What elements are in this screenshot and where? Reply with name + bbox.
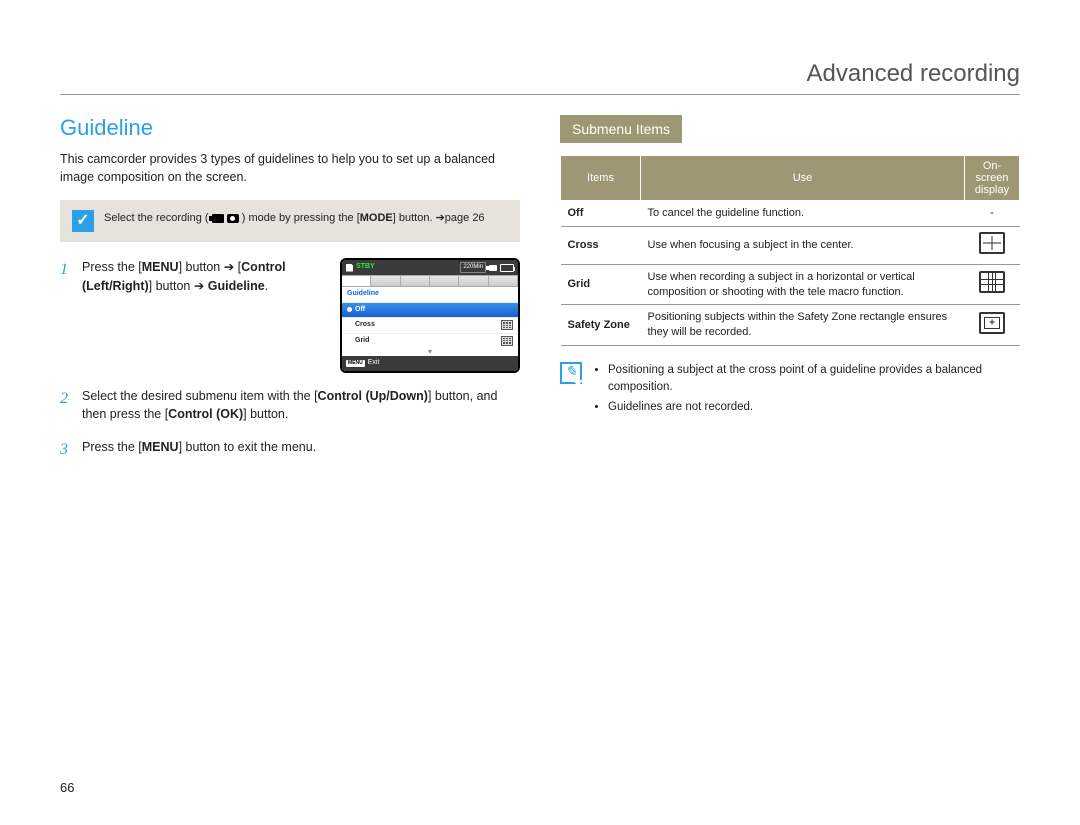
lcd-menu-title: Guideline	[342, 287, 518, 302]
table-row: Cross Use when focusing a subject in the…	[561, 226, 1020, 264]
lcd-exit-label: Exit	[368, 358, 380, 369]
step-1-number: 1	[60, 258, 74, 373]
table-row: Off To cancel the guideline function. -	[561, 201, 1020, 227]
photo-mode-icon	[227, 214, 239, 223]
cell-use-safe: Positioning subjects within the Safety Z…	[641, 305, 965, 346]
lcd-screenshot: STBY 220Min Guideline Off	[340, 258, 520, 373]
th-d2: display	[975, 184, 1009, 196]
tip-1: Positioning a subject at the cross point…	[608, 362, 1020, 395]
th-d1: On-screen	[975, 160, 1008, 184]
steps-list: 1 Press the [MENU] button ➔ [Control (Le…	[60, 258, 520, 462]
cell-item-cross: Cross	[561, 226, 641, 264]
grid-icon	[501, 336, 513, 346]
lcd-time-remaining: 220Min	[460, 262, 486, 273]
s2ok: Control (OK)	[168, 407, 243, 421]
th-display: On-screendisplay	[965, 156, 1020, 201]
lcd-stby: STBY	[356, 262, 375, 273]
s1g: Guideline	[208, 279, 265, 293]
table-row: Safety Zone Positioning subjects within …	[561, 305, 1020, 346]
section-title-guideline: Guideline	[60, 115, 520, 141]
cell-icon-cross	[965, 226, 1020, 264]
cross-icon	[501, 320, 513, 330]
mode-note-box: ✓ Select the recording ( ) mode by press…	[60, 200, 520, 242]
note-mode: MODE	[360, 212, 393, 224]
s1c: ] button ➔	[149, 279, 208, 293]
s1d: .	[265, 279, 268, 293]
submenu-table: Items Use On-screendisplay Off To cancel…	[560, 155, 1020, 346]
lcd-option-off: Off	[342, 302, 518, 318]
lcd-tab-strip	[342, 275, 518, 287]
lcd-off-label: Off	[355, 305, 365, 316]
note-pencil-icon: ✎	[560, 362, 582, 384]
step-2: 2 Select the desired submenu item with t…	[60, 387, 520, 425]
s2ud: Control (Up/Down)	[318, 389, 428, 403]
intro-text: This camcorder provides 3 types of guide…	[60, 151, 520, 186]
s3menu: MENU	[142, 440, 179, 454]
s2c: ] button.	[243, 407, 288, 421]
cell-item-safe: Safety Zone	[561, 305, 641, 346]
lcd-grid-label: Grid	[355, 336, 369, 347]
radio-dot-icon	[347, 307, 352, 312]
page-number: 66	[60, 780, 74, 795]
s2a: Select the desired submenu item with the…	[82, 389, 318, 403]
s1menu: MENU	[142, 260, 179, 274]
th-use: Use	[641, 156, 965, 201]
sd-card-icon	[346, 264, 353, 272]
tip-list: Positioning a subject at the cross point…	[592, 362, 1020, 420]
cell-item-grid: Grid	[561, 264, 641, 305]
submenu-items-tag: Submenu Items	[560, 115, 682, 143]
cell-icon-grid	[965, 264, 1020, 305]
s1a: Press the [	[82, 260, 142, 274]
lcd-option-grid: Grid	[342, 333, 518, 349]
tip-block: ✎ Positioning a subject at the cross poi…	[560, 362, 1020, 420]
note-mid: ) mode by pressing the [	[242, 212, 360, 224]
step-3: 3 Press the [MENU] button to exit the me…	[60, 438, 520, 462]
battery-icon	[500, 264, 514, 272]
cell-use-grid: Use when recording a subject in a horizo…	[641, 264, 965, 305]
th-items: Items	[561, 156, 641, 201]
lcd-mode-icon	[489, 265, 497, 271]
check-icon: ✓	[72, 210, 94, 232]
step-1: 1 Press the [MENU] button ➔ [Control (Le…	[60, 258, 520, 373]
cell-icon-off: -	[965, 201, 1020, 227]
display-grid-icon	[979, 271, 1005, 293]
cell-use-cross: Use when focusing a subject in the cente…	[641, 226, 965, 264]
s3b: ] button to exit the menu.	[179, 440, 317, 454]
tip-2: Guidelines are not recorded.	[608, 399, 1020, 416]
right-column: Submenu Items Items Use On-screendisplay…	[560, 115, 1020, 476]
left-column: Guideline This camcorder provides 3 type…	[60, 115, 520, 476]
cell-use-off: To cancel the guideline function.	[641, 201, 965, 227]
step-2-text: Select the desired submenu item with the…	[82, 387, 520, 425]
table-row: Grid Use when recording a subject in a h…	[561, 264, 1020, 305]
chapter-title: Advanced recording	[60, 60, 1020, 95]
s3a: Press the [	[82, 440, 142, 454]
step-1-text: Press the [MENU] button ➔ [Control (Left…	[82, 258, 328, 296]
step-3-text: Press the [MENU] button to exit the menu…	[82, 438, 520, 462]
step-2-number: 2	[60, 387, 74, 425]
mode-note-text: Select the recording ( ) mode by pressin…	[104, 210, 485, 227]
menu-badge: MENU	[346, 360, 365, 368]
note-prefix: Select the recording (	[104, 212, 209, 224]
note-suffix: ] button. ➔page 26	[393, 212, 485, 224]
display-cross-icon	[979, 232, 1005, 254]
s1b: ] button ➔ [	[179, 260, 242, 274]
step-3-number: 3	[60, 438, 74, 462]
lcd-scroll-down-icon: ▾	[342, 348, 518, 356]
cell-item-off: Off	[561, 201, 641, 227]
lcd-option-cross: Cross	[342, 317, 518, 333]
lcd-cross-label: Cross	[355, 320, 375, 331]
display-safe-icon: +	[979, 312, 1005, 334]
video-mode-icon	[212, 214, 224, 223]
cell-icon-safe: +	[965, 305, 1020, 346]
